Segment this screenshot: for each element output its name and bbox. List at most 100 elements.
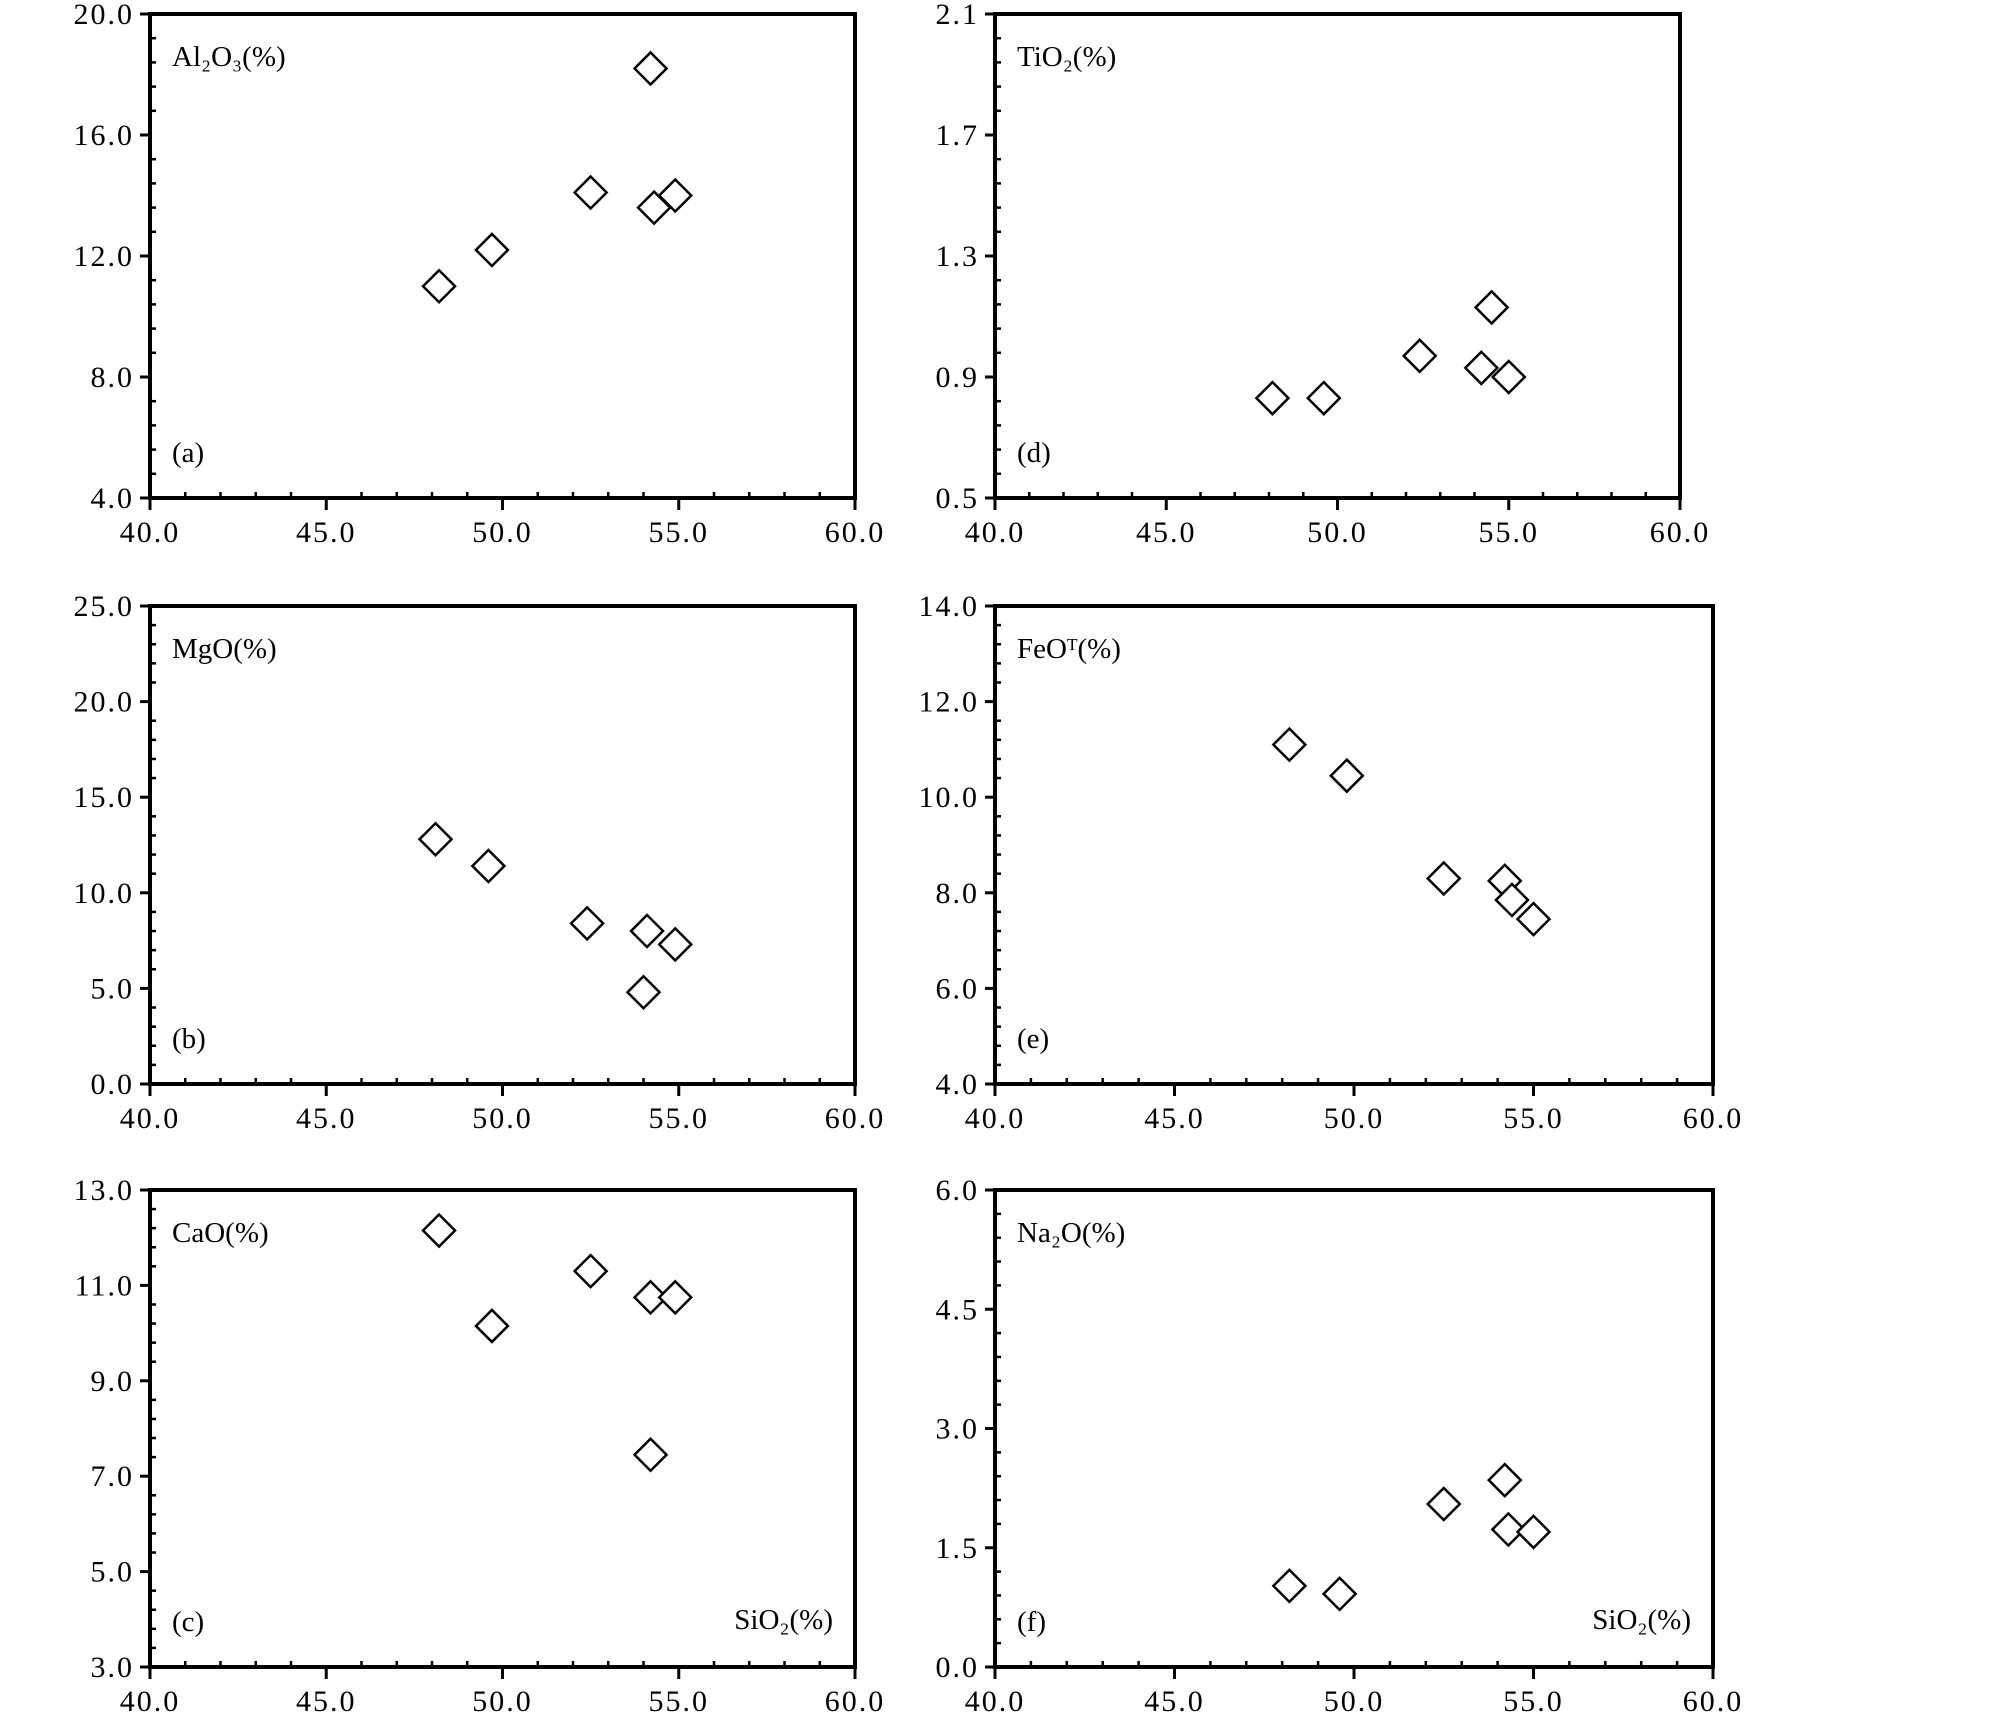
data-point	[632, 1436, 669, 1473]
x-tick-label: 60.0	[1683, 1685, 1744, 1713]
x-tick-label: 55.0	[649, 516, 710, 549]
x-tick-label: 40.0	[965, 1685, 1026, 1713]
data-point	[474, 1308, 510, 1344]
y-tick-label: 10.0	[919, 781, 980, 814]
data-point	[470, 848, 507, 884]
y-tick-label: 1.5	[936, 1532, 980, 1565]
data-point	[1515, 1514, 1552, 1550]
x-tick-label: 45.0	[296, 1102, 357, 1135]
x-tick-label: 50.0	[1307, 516, 1368, 549]
data-point	[632, 50, 669, 87]
x-tick-label: 45.0	[296, 1685, 357, 1713]
data-point	[1490, 1511, 1527, 1548]
y-axis-label: CaO(%)	[172, 1217, 269, 1249]
y-tick-label: 0.0	[936, 1651, 980, 1684]
data-point	[417, 821, 454, 858]
y-tick-label: 6.0	[936, 972, 980, 1005]
data-point	[625, 974, 662, 1010]
y-tick-label: 8.0	[91, 361, 135, 394]
y-axis-label: Al₂O₃(%)	[172, 41, 286, 73]
data-point	[421, 1212, 457, 1249]
panel-d: 40.0 45.0 50.0 55.0 60.0 0.5 0.9 1.3 1.7 2.1 TiO₂(…	[936, 0, 1711, 549]
data-point	[1401, 338, 1438, 374]
y-tick-label: 1.7	[936, 119, 980, 152]
y-tick-label: 4.0	[91, 482, 135, 515]
x-tick-label: 50.0	[472, 516, 533, 549]
x-tick-label: 50.0	[1324, 1102, 1385, 1135]
y-tick-label: 25.0	[74, 590, 135, 623]
x-tick-label: 60.0	[825, 516, 886, 549]
x-axis-label: SiO₂(%)	[1592, 1604, 1691, 1636]
y-tick-label: 3.0	[936, 1413, 980, 1446]
x-tick-label: 45.0	[296, 516, 357, 549]
y-tick-label: 20.0	[74, 686, 135, 719]
data-point	[569, 905, 605, 942]
y-tick-label: 6.0	[936, 1174, 980, 1207]
data-point	[657, 1279, 693, 1316]
data-point	[1271, 1568, 1308, 1604]
y-tick-label: 5.0	[91, 1556, 135, 1589]
x-tick-label: 60.0	[825, 1102, 886, 1135]
data-point	[1494, 882, 1530, 918]
y-tick-label: 20.0	[74, 0, 135, 31]
plot-frame	[993, 604, 1715, 1086]
data-point	[1271, 726, 1308, 763]
y-axis-label: MgO(%)	[172, 633, 277, 665]
panel-a: 40.0 45.0 50.0 55.0 60.0 4.0 8.0 12.0 16.0 20.0 Al…	[74, 0, 886, 549]
plot-frame	[148, 604, 857, 1086]
data-point	[572, 1253, 609, 1289]
x-tick-label: 60.0	[1650, 516, 1711, 549]
x-tick-label: 40.0	[120, 1102, 181, 1135]
y-tick-label: 0.0	[91, 1068, 135, 1101]
data-point	[572, 174, 609, 211]
y-tick-label: 12.0	[74, 240, 135, 273]
panel-b: 40.0 45.0 50.0 55.0 60.0 0.0 5.0 10.0 15.0 20.0 25…	[74, 590, 886, 1135]
x-tick-label: 50.0	[472, 1685, 533, 1713]
y-tick-label: 7.0	[91, 1460, 135, 1493]
y-tick-label: 0.5	[936, 482, 980, 515]
x-tick-label: 55.0	[1479, 516, 1540, 549]
y-tick-label: 11.0	[75, 1269, 134, 1302]
x-tick-label: 40.0	[965, 1102, 1026, 1135]
data-point	[1487, 1462, 1523, 1498]
plot-frame	[148, 1188, 857, 1669]
x-tick-label: 55.0	[649, 1685, 710, 1713]
panel-e: 40.0 45.0 50.0 55.0 60.0 4.0 6.0 8.0 10.0 12.0 14.…	[919, 590, 1742, 1135]
data-point	[474, 232, 510, 268]
y-axis-label: TiO₂(%)	[1017, 41, 1116, 73]
x-tick-label: 50.0	[472, 1102, 533, 1135]
x-tick-label: 55.0	[1503, 1102, 1564, 1135]
data-point	[629, 913, 665, 949]
y-tick-label: 5.0	[91, 972, 135, 1005]
x-tick-label: 50.0	[1324, 1685, 1385, 1713]
panel-label: (b)	[172, 1023, 206, 1055]
y-tick-label: 8.0	[936, 877, 980, 910]
data-point	[1515, 901, 1552, 937]
data-point	[1490, 359, 1527, 395]
panel-label: (f)	[1017, 1606, 1046, 1638]
x-tick-label: 60.0	[825, 1685, 886, 1713]
y-tick-label: 16.0	[74, 119, 135, 152]
y-tick-label: 2.1	[936, 0, 980, 31]
data-point	[421, 268, 457, 305]
y-tick-label: 1.3	[936, 240, 980, 273]
panel-label: (d)	[1017, 437, 1051, 469]
plot-frame	[993, 12, 1682, 500]
x-tick-label: 40.0	[120, 516, 181, 549]
y-tick-label: 3.0	[91, 1651, 135, 1684]
data-point	[1473, 289, 1510, 326]
data-point	[1425, 1486, 1462, 1522]
y-axis-label: FeOᵀ(%)	[1017, 633, 1121, 665]
data-point	[1425, 860, 1462, 897]
data-point	[1321, 1576, 1358, 1612]
data-point	[1463, 350, 1500, 386]
x-tick-label: 55.0	[649, 1102, 710, 1135]
y-tick-label: 14.0	[919, 590, 980, 623]
y-tick-label: 0.9	[936, 361, 980, 394]
x-tick-label: 45.0	[1144, 1102, 1205, 1135]
data-point	[657, 177, 693, 214]
x-tick-label: 45.0	[1144, 1685, 1205, 1713]
x-axis-label: SiO₂(%)	[734, 1604, 833, 1636]
panel-label: (e)	[1017, 1023, 1049, 1055]
